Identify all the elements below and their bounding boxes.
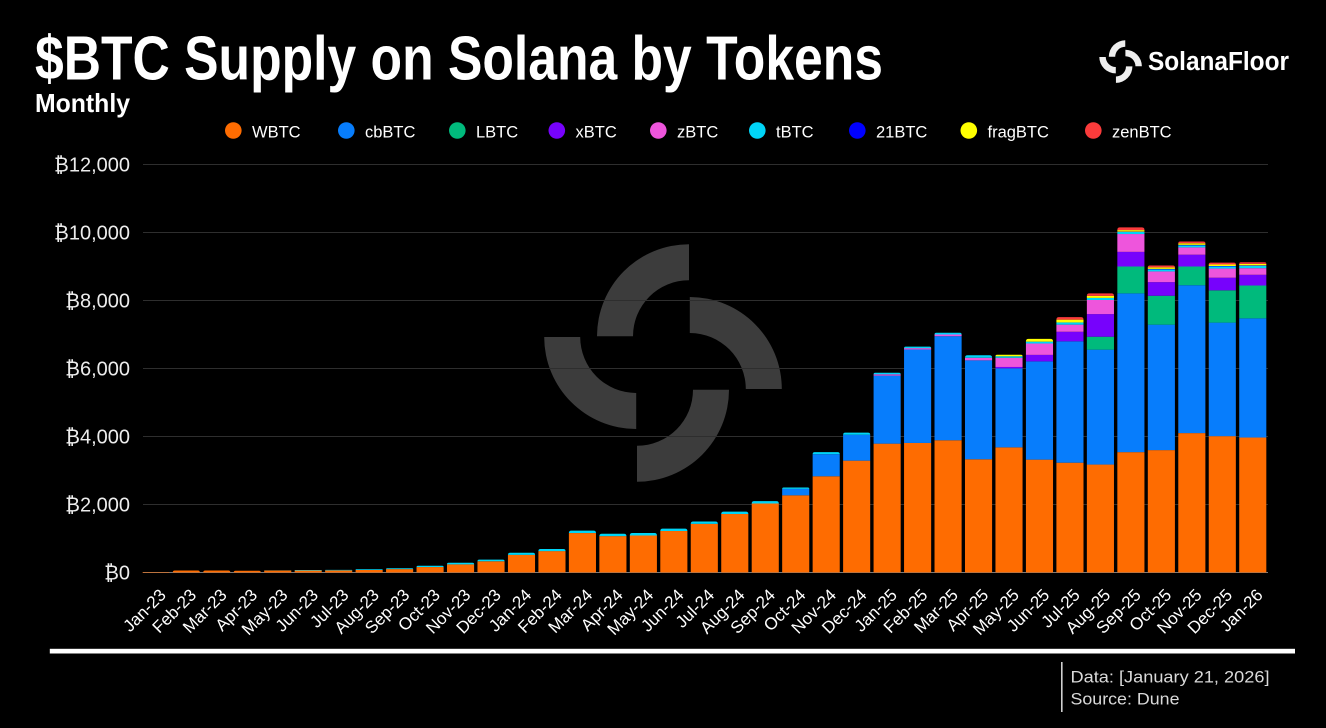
svg-text:₿12,000: ₿12,000 <box>54 155 130 177</box>
svg-text:xBTC: xBTC <box>576 124 617 142</box>
svg-text:$BTC Supply on Solana by Token: $BTC Supply on Solana by Tokens <box>35 25 883 94</box>
svg-text:₿4,000: ₿4,000 <box>65 427 130 449</box>
svg-text:21BTC: 21BTC <box>876 124 927 142</box>
svg-text:Data: [January 21, 2026]: Data: [January 21, 2026] <box>1071 669 1270 687</box>
svg-text:zBTC: zBTC <box>677 124 718 142</box>
svg-text:tBTC: tBTC <box>776 124 814 142</box>
svg-text:Monthly: Monthly <box>35 88 131 118</box>
svg-text:₿0: ₿0 <box>104 563 130 585</box>
svg-text:₿6,000: ₿6,000 <box>65 359 130 381</box>
svg-text:WBTC: WBTC <box>252 124 301 142</box>
svg-text:₿2,000: ₿2,000 <box>65 495 130 517</box>
svg-text:₿8,000: ₿8,000 <box>65 291 130 313</box>
svg-text:cbBTC: cbBTC <box>365 124 416 142</box>
svg-text:SolanaFloor: SolanaFloor <box>1148 48 1289 76</box>
svg-text:fragBTC: fragBTC <box>988 124 1050 142</box>
svg-text:LBTC: LBTC <box>476 124 518 142</box>
svg-text:₿10,000: ₿10,000 <box>54 223 130 245</box>
svg-text:Source: Dune: Source: Dune <box>1071 691 1180 709</box>
svg-text:zenBTC: zenBTC <box>1112 124 1172 142</box>
